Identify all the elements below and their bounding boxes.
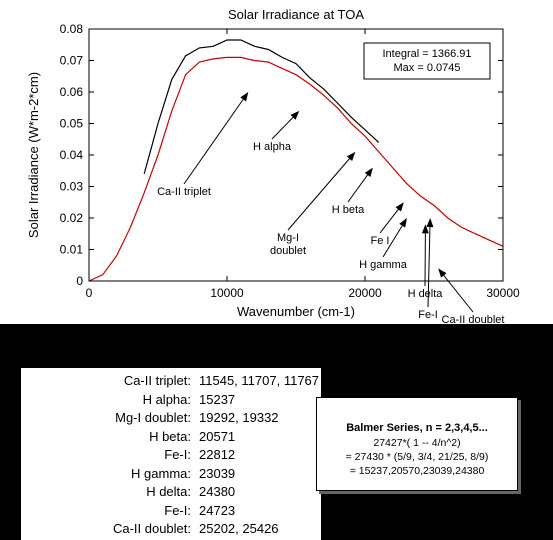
line-value: 19292, 19332 (199, 410, 279, 425)
y-axis-label: Solar Irradiance (W*m-2*cm) (26, 72, 41, 238)
annotation-arrow (427, 219, 431, 308)
annotation-arrow (183, 93, 248, 185)
annotation-arrowhead (421, 224, 429, 234)
line-name: H alpha: (142, 391, 191, 407)
line-name: Fe-I: (164, 447, 191, 462)
annotation-arrowhead (395, 202, 404, 212)
x-axis: 0 10000 20000 30000 (86, 29, 520, 300)
line-value: 23039 (199, 465, 236, 481)
balmer-title: Balmer Series, n = 2,3,4,5... (346, 422, 488, 434)
line-name: H delta: (146, 484, 191, 499)
info-box: Integral = 1366.91 Max = 0.0745 (363, 42, 491, 80)
annotation-8: Ca-II doublet (438, 268, 504, 324)
annotation-2: Mg-I doublet (270, 151, 356, 257)
balmer-line1: 27427*( 1 -- 4/n^2) (373, 437, 461, 449)
info-integral: Integral = 1366.91 (383, 48, 472, 60)
line-name: Mg-I doublet: (115, 410, 191, 425)
annotation-label: H alpha (253, 141, 292, 153)
table-row: Fe-I: 24723 (21, 503, 321, 520)
annotation-4: Fe I (371, 202, 404, 247)
x-tick-label: 20000 (348, 286, 382, 300)
y-tick-label: 0.01 (60, 243, 84, 257)
table-row: Ca-II triplet: 11545, 11707, 11767 (21, 373, 321, 390)
y-tick-label: 0.07 (60, 54, 84, 68)
balmer-box: Balmer Series, n = 2,3,4,5... 27427*( 1 … (316, 397, 518, 491)
line-value: 22812 (199, 447, 236, 462)
x-tick-label: 30000 (486, 286, 520, 300)
line-table: Ca-II triplet: 11545, 11707, 11767 H alpha… (21, 368, 321, 540)
y-tick-label: 0.02 (60, 211, 84, 225)
table-row: H alpha: 15237 (21, 392, 321, 409)
annotation-arrowhead (364, 167, 373, 177)
line-value: 15237 (199, 391, 236, 407)
x-tick-label: 0 (86, 286, 93, 300)
annotation-1: H alpha (253, 110, 300, 153)
annotation-label: H delta (408, 288, 444, 300)
y-tick-label: 0.08 (60, 22, 84, 36)
series-line-1 (88, 56, 504, 282)
annotation-arrowhead (290, 110, 300, 120)
series-line-0 (143, 39, 380, 175)
annotation-3: H beta (332, 167, 373, 216)
x-tick-label: 10000 (210, 286, 244, 300)
series-layer (88, 39, 504, 282)
table-row: H gamma: 23039 (21, 466, 321, 483)
chart-title: Solar Irradiance at TOA (228, 7, 364, 22)
table-row: H delta: 24380 (21, 484, 321, 501)
line-value: 20571 (199, 428, 236, 444)
table-row: Fe-I: 22812 (21, 447, 321, 464)
annotation-label: H gamma (359, 259, 408, 271)
annotation-arrowhead (240, 92, 249, 102)
table-row: H beta: 20571 (21, 429, 321, 446)
annotation-5: H gamma (359, 218, 408, 271)
info-max: Max = 0.0745 (394, 62, 461, 74)
line-value: 24380 (199, 484, 236, 499)
y-axis: 0 0.01 0.02 0.03 0.04 0.05 0.06 0.07 0.08 (60, 22, 503, 288)
annotation-arrow (438, 269, 474, 313)
table-row: Ca-II doublet: 25202, 25426 (21, 521, 321, 538)
annotation-6: H delta (408, 224, 444, 300)
line-name: Ca-II doublet: (112, 521, 191, 536)
annotation-label: Ca-II doublet (442, 314, 505, 324)
line-value: 24723 (199, 502, 236, 518)
y-tick-label: 0 (76, 274, 83, 288)
line-value: 11545, 11707, 11767 (199, 373, 320, 388)
annotation-arrow (382, 219, 407, 258)
annotation-label: Ca-II triplet (157, 186, 211, 198)
annotations: Ca-II triplet H alpha Mg-I doublet H beta Fe … (157, 92, 504, 324)
annotation-0: Ca-II triplet (157, 92, 249, 198)
line-value: 25202, 25426 (199, 521, 279, 536)
annotation-label: Fe-I (418, 309, 438, 321)
annotation-label: Mg-I doublet (270, 232, 306, 257)
annotation-arrowhead (399, 218, 407, 228)
y-tick-label: 0.03 (60, 180, 84, 194)
line-name: H beta: (149, 428, 191, 444)
annotation-label: Fe I (371, 235, 390, 247)
line-name: Fe-I: (164, 502, 191, 518)
line-name: Ca-II triplet: (123, 373, 191, 388)
annotation-arrowhead (426, 218, 434, 228)
annotation-arrowhead (346, 151, 356, 161)
chart: Solar Irradiance at TOA 0 10000 20000 30000… (26, 7, 520, 324)
y-tick-label: 0.04 (60, 148, 84, 162)
x-axis-label: Wavenumber (cm-1) (237, 304, 355, 319)
balmer-line3: = 15237,20570,23039,24380 (349, 465, 485, 477)
y-tick-label: 0.06 (60, 85, 84, 99)
annotation-label: H beta (332, 204, 365, 216)
balmer-line2: = 27430 * (5/9, 3/4, 21/25, 8/9) (345, 451, 489, 463)
annotation-7: Fe-I (418, 218, 438, 321)
annotation-arrow (287, 153, 355, 231)
annotation-arrowhead (438, 268, 447, 278)
y-tick-label: 0.05 (60, 117, 84, 131)
table-row: Mg-I doublet: 19292, 19332 (21, 410, 321, 427)
line-name: H gamma: (131, 465, 191, 481)
